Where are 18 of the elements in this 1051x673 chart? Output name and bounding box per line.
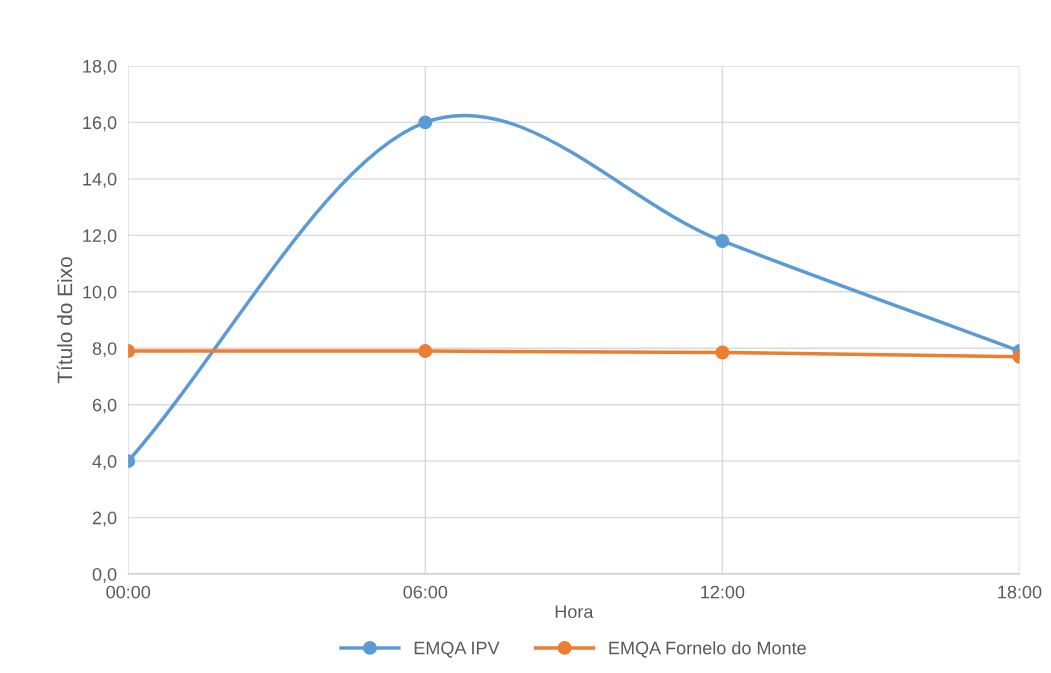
y-tick-label: 6,0 bbox=[92, 398, 117, 414]
y-tick-label: 10,0 bbox=[83, 285, 117, 301]
legend-label: EMQA IPV bbox=[414, 641, 500, 658]
y-tick-label: 18,0 bbox=[83, 59, 117, 75]
x-tick-label: 00:00 bbox=[106, 585, 151, 599]
y-tick-label: 0,0 bbox=[92, 568, 117, 583]
y-tick-label: 4,0 bbox=[92, 455, 117, 471]
y-tick-label: 2,0 bbox=[92, 511, 117, 527]
x-tick-label: 18:00 bbox=[998, 585, 1042, 599]
y-tick-label: 12,0 bbox=[83, 229, 117, 245]
x-tick-label: 12:00 bbox=[701, 585, 745, 599]
y-tick-label: 8,0 bbox=[92, 342, 117, 358]
y-tick-label: 14,0 bbox=[83, 172, 117, 188]
legend-label: EMQA Fornelo do Monte bbox=[609, 641, 806, 658]
x-axis-title: Hora bbox=[555, 605, 594, 619]
x-tick-label: 06:00 bbox=[403, 585, 448, 599]
y-tick-label: 16,0 bbox=[83, 116, 117, 132]
y-axis-title: Título do Eixo bbox=[56, 257, 73, 384]
